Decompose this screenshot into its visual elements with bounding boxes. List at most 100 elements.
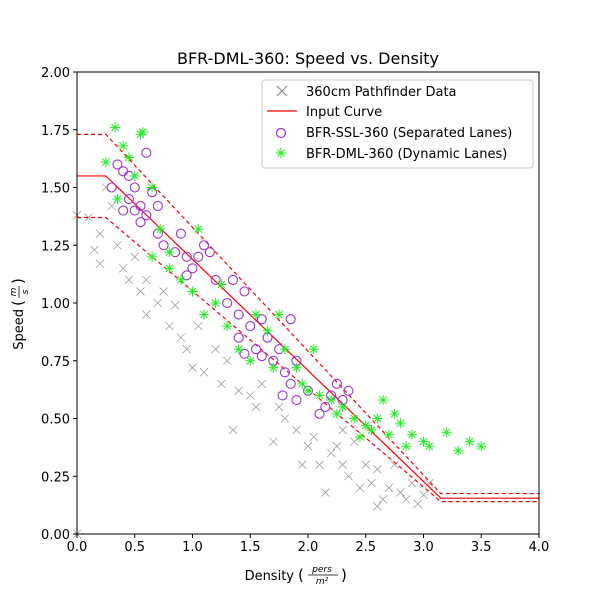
dml-point-stroke (263, 326, 272, 335)
ssl-point (233, 332, 244, 343)
dml-point-stroke (148, 183, 156, 192)
dml-point (274, 309, 285, 320)
pathfinder-point-stroke (384, 483, 394, 493)
ssl-point (204, 247, 215, 258)
dml-point (137, 127, 148, 138)
pathfinder-point-stroke (413, 499, 423, 509)
pathfinder-point (390, 460, 399, 469)
ssl-point (285, 314, 296, 325)
dml-point (268, 362, 279, 373)
dml-point-stroke (281, 345, 289, 354)
pathfinder-point-stroke (269, 437, 278, 446)
ssl-point (285, 378, 296, 389)
input-curve-upper-bound (77, 133, 539, 495)
y-tick-label: 0.75 (41, 355, 70, 370)
pathfinder-point (344, 471, 353, 481)
pathfinder-point (95, 259, 105, 269)
dml-point-stroke (165, 248, 174, 257)
dml-point-stroke (217, 280, 226, 289)
x-tick-label: 3.0 (413, 540, 434, 555)
dml-point (100, 157, 111, 168)
x-axis-label: Density ( pers m² ) (245, 565, 347, 587)
pathfinder-point-stroke (113, 240, 122, 250)
dml-point (262, 325, 273, 336)
legend-marker-pathfinder (276, 85, 288, 97)
pathfinder-point (101, 183, 111, 192)
legend-label-pathfinder: 360cm Pathfinder Data (306, 85, 457, 100)
dml-point-stroke (350, 414, 359, 423)
pathfinder-point (424, 478, 434, 488)
dml-point (233, 344, 244, 355)
ssl-point (135, 217, 146, 228)
y-tick-label: 1.00 (41, 297, 70, 312)
pathfinder-point (118, 264, 128, 273)
dml-point-stroke (211, 299, 220, 307)
pathfinder-point-stroke (396, 488, 405, 497)
x-axis-unit-den: m² (316, 577, 329, 587)
dml-point-stroke (177, 276, 185, 284)
pathfinder-point-stroke (390, 460, 399, 469)
pathfinder-point (257, 379, 267, 389)
pathfinder-point (222, 356, 232, 366)
dml-point-stroke (454, 446, 463, 455)
dml-point (251, 309, 262, 320)
pathfinder-point (315, 460, 324, 469)
y-axis-label: Speed ( m s ) (9, 278, 31, 350)
ssl-point (118, 166, 129, 177)
pathfinder-point-stroke (257, 379, 267, 389)
pathfinder-point (107, 201, 116, 211)
ssl-point (233, 309, 244, 320)
dml-point (187, 286, 198, 297)
pathfinder-point (124, 275, 134, 285)
dml-point-stroke (130, 172, 139, 180)
dml-point-stroke (419, 437, 428, 446)
pathfinder-point (384, 483, 394, 493)
pathfinder-point-stroke (245, 391, 255, 400)
x-axis-unit-close: ) (341, 566, 347, 584)
dml-point (118, 140, 129, 151)
ssl-point (227, 274, 238, 285)
dml-point (401, 441, 412, 452)
y-axis-unit-open: ( (9, 300, 27, 306)
dml-point (129, 170, 140, 181)
ssl-point (320, 401, 331, 413)
pathfinder-point-stroke (251, 402, 261, 412)
dml-point-stroke (408, 430, 416, 439)
chart-title: BFR-DML-360: Speed vs. Density (177, 49, 439, 68)
legend-label-ssl: BFR-SSL-360 (Separated Lanes) (306, 126, 512, 141)
pathfinder-point (142, 310, 151, 319)
pathfinder-point (182, 344, 192, 354)
pathfinder-point-stroke (401, 495, 411, 504)
pathfinder-point (280, 414, 290, 423)
y-tick-label: 0.25 (41, 470, 70, 485)
pathfinder-point-stroke (136, 287, 145, 296)
dml-point-stroke (113, 195, 122, 203)
dml-point-stroke (361, 421, 370, 430)
pathfinder-point (292, 425, 301, 435)
dml-point-stroke (200, 310, 208, 319)
pathfinder-point-stroke (303, 441, 313, 451)
pathfinder-point (378, 495, 388, 504)
pathfinder-point-stroke (118, 264, 128, 273)
x-tick-label: 4.0 (529, 540, 550, 555)
dml-point (147, 182, 158, 193)
dml-point-stroke (156, 225, 165, 233)
pathfinder-point-stroke (424, 478, 434, 488)
ssl-point (279, 367, 290, 378)
pathfinder-point-stroke (101, 183, 111, 192)
dml-point-stroke (101, 158, 110, 166)
dml-point (210, 298, 221, 308)
pathfinder-point (361, 460, 371, 469)
pathfinder-point-stroke (367, 478, 376, 488)
pathfinder-point (303, 441, 313, 451)
pathfinder-point (153, 298, 163, 308)
pathfinder-point-stroke (211, 344, 220, 354)
pathfinder-point (84, 213, 93, 222)
dml-point-stroke (477, 442, 486, 451)
dml-point-stroke (309, 345, 318, 354)
pathfinder-point-stroke (338, 425, 347, 435)
legend-box (261, 79, 534, 169)
dml-point (366, 425, 377, 436)
ssl-point (123, 194, 135, 205)
ssl-point (256, 314, 267, 325)
